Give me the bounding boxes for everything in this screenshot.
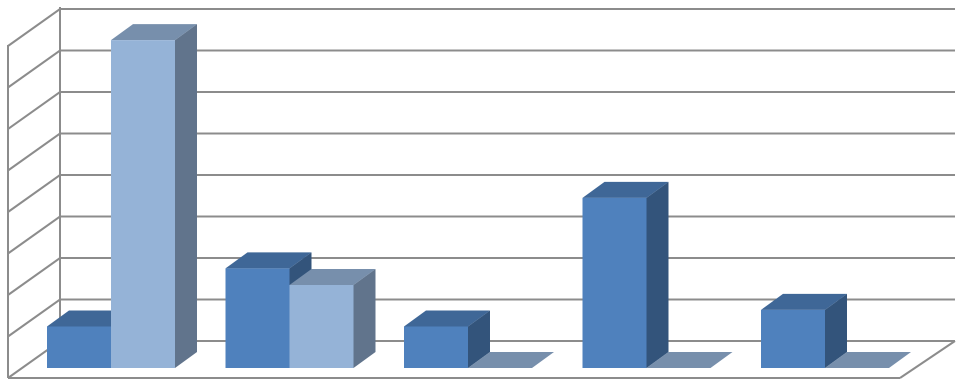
bar-top xyxy=(646,352,733,368)
bar-front xyxy=(582,197,647,368)
bar-top xyxy=(225,252,312,269)
bar-top xyxy=(468,352,554,368)
bar-front xyxy=(404,326,468,368)
bar-front xyxy=(111,40,175,369)
bar xyxy=(761,293,847,368)
bar-front xyxy=(225,268,290,368)
bar-top xyxy=(404,310,490,327)
bar-top xyxy=(582,181,669,198)
bar-top xyxy=(111,24,197,41)
bar xyxy=(289,269,376,368)
bar-side xyxy=(468,310,490,368)
floor-right xyxy=(899,340,956,379)
bar xyxy=(468,352,554,368)
grid-line xyxy=(7,91,955,130)
bar xyxy=(582,181,669,368)
bar-top xyxy=(825,352,911,368)
bar-top xyxy=(761,293,847,310)
bar-front xyxy=(761,309,825,368)
bar-side xyxy=(175,24,197,369)
grid-line xyxy=(7,8,955,47)
grid-line xyxy=(7,174,955,213)
bar-front xyxy=(47,326,111,368)
bar-side xyxy=(353,269,376,368)
bar-front xyxy=(289,285,354,368)
grid-line xyxy=(7,49,955,89)
grid-line xyxy=(7,132,955,172)
bar-side xyxy=(825,293,847,368)
bar xyxy=(111,24,197,369)
bar xyxy=(646,352,733,368)
bar xyxy=(825,352,911,368)
bar xyxy=(404,310,490,368)
bar-side xyxy=(646,181,669,368)
bar-top xyxy=(289,269,376,285)
